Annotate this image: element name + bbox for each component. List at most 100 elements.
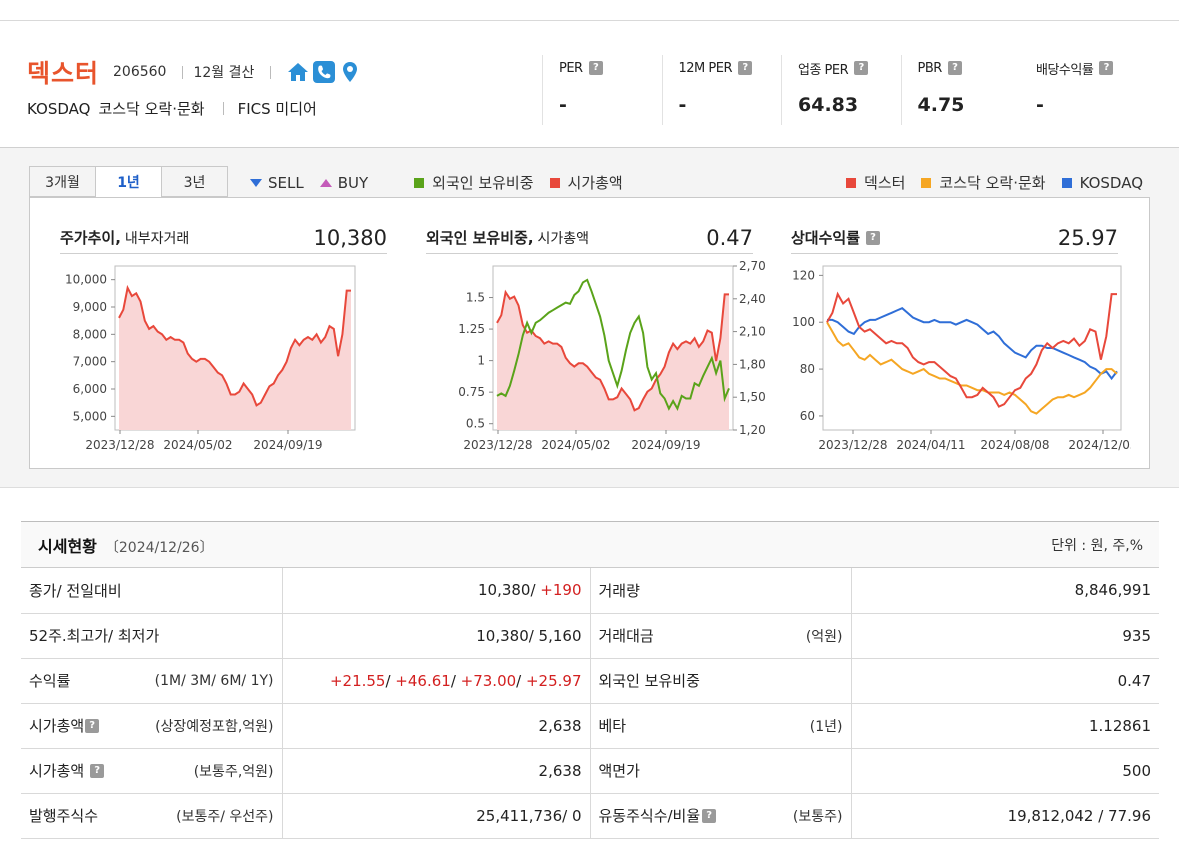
y-tick-label: 60 bbox=[800, 409, 815, 423]
row-value: 10,380/ 5,160 bbox=[282, 613, 591, 659]
row-value: 19,812,042 / 77.96 bbox=[851, 793, 1159, 839]
label-text: 외국인 보유비중 bbox=[598, 672, 700, 690]
divider bbox=[182, 65, 184, 79]
legend-label: 코스닥 오락·문화 bbox=[939, 174, 1046, 192]
label-text: 시가총액 bbox=[29, 717, 85, 735]
metric-label: PER bbox=[559, 60, 583, 76]
x-tick-label: 2024/09/19 bbox=[631, 438, 700, 452]
table-row: 발행주식수 (보통주/ 우선주) 25,411,736/ 0 유동주식수/비율? (… bbox=[21, 793, 1159, 839]
table-header: 시세현황 〔2024/12/26〕 단위 : 원, 주,% bbox=[21, 521, 1159, 568]
price-trend-chart[interactable]: 10,000 9,000 8,000 7,000 6,000 5,000 2023/12/2… bbox=[30, 258, 400, 468]
label-text: 거래량 bbox=[598, 581, 640, 600]
panel-title-sub: 내부자거래 bbox=[124, 230, 190, 247]
market-status-section: 시세현황 〔2024/12/26〕 단위 : 원, 주,% 종가/ 전일대비 10… bbox=[21, 521, 1159, 839]
company-code: 206560 bbox=[113, 64, 167, 80]
help-icon[interactable]: ? bbox=[947, 61, 962, 75]
label-text: 종가/ 전일대비 bbox=[29, 581, 122, 600]
panel-header: 외국인 보유비중, 시가총액 0.47 bbox=[426, 222, 753, 254]
row-label: 유동주식수/비율? (보통주) bbox=[590, 793, 852, 839]
valuation-metrics: PER? - 12M PER? - 업종 PER? 64.83 PBR? 4.7… bbox=[542, 55, 1140, 125]
help-icon[interactable]: ? bbox=[85, 718, 100, 733]
y-tick-label: 0.5 bbox=[466, 417, 485, 431]
return-6m: +73.00 bbox=[460, 671, 517, 690]
y-tick-label: 10,000 bbox=[65, 273, 107, 287]
legend-swatch bbox=[846, 177, 857, 188]
returns-value: +21.55/ +46.61/ +73.00/ +25.97 bbox=[282, 658, 591, 704]
relative-return-panel: 상대수익률? 25.97 120 100 80 60 2023/12/28 2024/04… bbox=[761, 198, 1131, 468]
legend-foreign[interactable]: 외국인 보유비중 bbox=[414, 172, 534, 193]
foreign-ownership-chart[interactable]: 1.5 1.25 1 0.75 0.5 2,700 2,400 2,100 1,800 1,500… bbox=[396, 258, 766, 468]
help-icon[interactable]: ? bbox=[854, 61, 869, 75]
label-sub: (상장예정포함,억원) bbox=[155, 718, 274, 735]
help-icon[interactable]: ? bbox=[702, 808, 717, 823]
label-sub: (1년) bbox=[809, 718, 843, 735]
return-1m: +21.55 bbox=[329, 671, 386, 690]
y-tick-label: 7,000 bbox=[73, 355, 107, 369]
return-1y: +25.97 bbox=[525, 671, 582, 690]
label-text: 유동주식수/비율 bbox=[598, 807, 701, 825]
label-text: 발행주식수 bbox=[29, 807, 99, 825]
company-links bbox=[287, 61, 361, 83]
y2-tick-label: 1,800 bbox=[739, 357, 766, 371]
legend-label: KOSDAQ bbox=[1079, 173, 1143, 192]
metric-value: - bbox=[559, 94, 567, 116]
label-sub: (1M/ 3M/ 6M/ 1Y) bbox=[154, 672, 274, 689]
metric-label: 12M PER bbox=[678, 60, 733, 76]
sector-label: 코스닥 오락·문화 bbox=[98, 100, 205, 118]
divider bbox=[222, 102, 224, 115]
location-pin-icon[interactable] bbox=[339, 61, 361, 83]
row-label: 거래대금 (억원) bbox=[590, 613, 852, 659]
legend-sector[interactable]: 코스닥 오락·문화 bbox=[921, 172, 1046, 193]
return-3m: +46.61 bbox=[395, 671, 451, 690]
row-value: 10,380/ +190 bbox=[282, 568, 591, 614]
row-label: 거래량 bbox=[590, 568, 852, 614]
market-label: KOSDAQ bbox=[27, 99, 91, 118]
help-icon[interactable]: ? bbox=[866, 230, 881, 245]
table-row: 시가총액? (상장예정포함,억원) 2,638 베타 (1년) 1.12861 bbox=[21, 703, 1159, 749]
legend-swatch bbox=[414, 177, 425, 188]
phone-icon[interactable] bbox=[313, 61, 336, 83]
legend-dexter[interactable]: 덱스터 bbox=[846, 172, 905, 193]
table-title: 시세현황 〔2024/12/26〕 bbox=[38, 533, 214, 557]
legend-buy[interactable]: BUY bbox=[319, 174, 368, 192]
y2-tick-label: 2,100 bbox=[739, 325, 766, 339]
metric-label: PBR bbox=[917, 60, 943, 76]
company-header: 덱스터 206560 12월 결산 KOSDAQ 코스닥 오락·문화 FICS … bbox=[0, 20, 1179, 148]
table-date: 〔2024/12/26〕 bbox=[104, 539, 214, 556]
row-label: 발행주식수 (보통주/ 우선주) bbox=[21, 793, 283, 839]
value-text: 10,380/ bbox=[477, 581, 541, 600]
legend-sell[interactable]: SELL bbox=[250, 174, 304, 192]
chart-legend-left: SELL BUY 외국인 보유비중 시가총액 bbox=[250, 172, 639, 193]
tab-3-years[interactable]: 3년 bbox=[161, 166, 228, 197]
help-icon[interactable]: ? bbox=[1099, 61, 1114, 75]
panel-header: 주가추이, 내부자거래 10,380 bbox=[60, 222, 387, 254]
legend-kosdaq[interactable]: KOSDAQ bbox=[1061, 173, 1143, 192]
y2-tick-label: 2,400 bbox=[739, 292, 766, 306]
relative-return-chart[interactable]: 120 100 80 60 2023/12/28 2024/04/11 2024/08/08… bbox=[761, 258, 1131, 468]
legend-mcap[interactable]: 시가총액 bbox=[549, 172, 623, 193]
label-text: 거래대금 bbox=[598, 627, 654, 645]
tab-1-year[interactable]: 1년 bbox=[95, 166, 162, 198]
tab-3-months[interactable]: 3개월 bbox=[29, 166, 96, 197]
y-tick-label: 120 bbox=[792, 268, 815, 282]
row-value: 2,638 bbox=[282, 703, 591, 749]
metric-12m-per: 12M PER? - bbox=[661, 55, 782, 125]
row-label: 시가총액? (상장예정포함,억원) bbox=[21, 703, 283, 749]
legend-label: 외국인 보유비중 bbox=[432, 174, 534, 192]
x-tick-label: 2024/09/19 bbox=[253, 438, 322, 452]
plot-area bbox=[822, 265, 1122, 431]
home-icon[interactable] bbox=[287, 61, 309, 83]
price-area-fill bbox=[119, 287, 351, 430]
company-name[interactable]: 덱스터 bbox=[27, 59, 100, 88]
x-tick-label: 2023/12/28 bbox=[818, 438, 887, 452]
help-icon[interactable]: ? bbox=[737, 61, 752, 75]
help-icon[interactable]: ? bbox=[90, 763, 105, 778]
help-icon[interactable]: ? bbox=[588, 61, 603, 75]
panel-value: 0.47 bbox=[706, 225, 753, 250]
table-row: 종가/ 전일대비 10,380/ +190 거래량 8,846,991 bbox=[21, 568, 1159, 614]
label-text: 52주.최고가/ 최저가 bbox=[29, 627, 160, 645]
kosdaq-return-line bbox=[827, 307, 1118, 381]
x-tick-label: 2024/08/08 bbox=[980, 438, 1049, 452]
metric-dividend-yield: 배당수익률? - bbox=[1020, 55, 1140, 125]
period-tabs: 3개월 1년 3년 bbox=[29, 166, 228, 198]
